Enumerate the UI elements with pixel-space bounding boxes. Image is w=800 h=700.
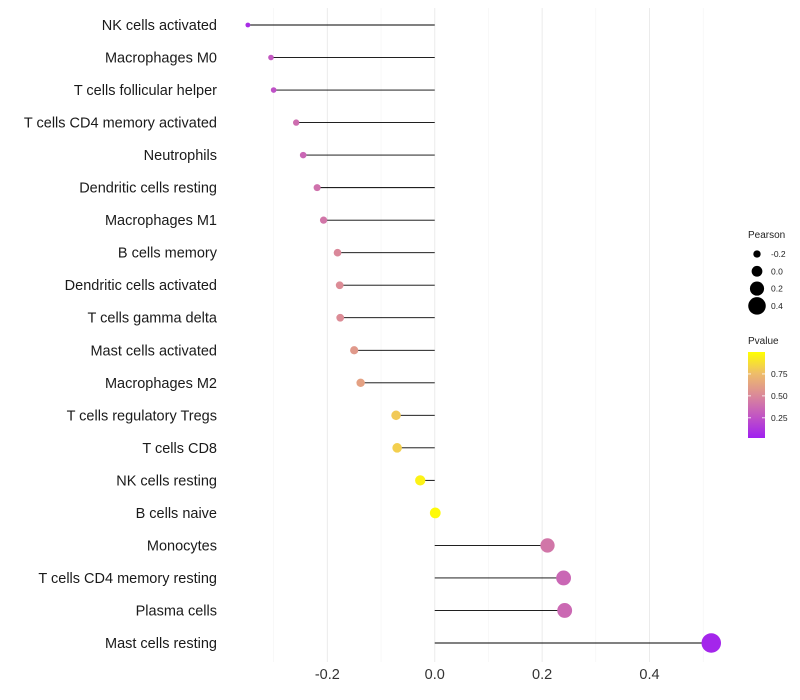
lollipop-point: [319, 216, 328, 224]
y-axis-label: T cells CD4 memory resting: [38, 571, 217, 587]
lollipop-point: [415, 475, 426, 486]
legend-size-label: 0.0: [771, 266, 783, 276]
colorbar-label: 0.75: [771, 369, 788, 379]
lollipop-point: [429, 507, 441, 519]
y-axis-label: Mast cells resting: [105, 636, 217, 652]
legend-size-dot: [753, 250, 761, 258]
y-axis-label: T cells follicular helper: [74, 83, 217, 99]
pvalue-legend-title: Pvalue: [748, 336, 779, 347]
lollipop-point: [293, 119, 300, 126]
y-axis-label: T cells regulatory Tregs: [67, 408, 217, 424]
legend-size-label: 0.4: [771, 301, 783, 311]
y-axis-label: Macrophages M0: [105, 51, 217, 67]
y-axis-label: Macrophages M2: [105, 376, 217, 392]
lollipop-point: [270, 87, 277, 93]
x-tick-label: -0.2: [315, 667, 340, 683]
lollipop-point: [350, 346, 359, 355]
y-axis-label: Dendritic cells activated: [65, 278, 217, 294]
y-axis-label: T cells CD8: [142, 441, 217, 457]
pearson-size-legend: Pearson -0.2 0.0 0.2 0.4: [748, 230, 786, 315]
y-axis-label: Macrophages M1: [105, 213, 217, 229]
y-axis-label: T cells gamma delta: [88, 311, 218, 327]
pearson-legend-title: Pearson: [748, 230, 785, 241]
lollipop-point: [392, 443, 402, 453]
y-axis-label: B cells naive: [136, 506, 217, 522]
y-axis-label: T cells CD4 memory activated: [24, 116, 217, 132]
y-axis-label: Neutrophils: [144, 148, 217, 164]
lollipop-point: [336, 313, 345, 322]
lollipop-segments: [247, 24, 712, 644]
lollipop-point: [313, 184, 321, 192]
y-axis-label: Mast cells activated: [90, 343, 217, 359]
lollipop-point: [333, 248, 342, 257]
legend-size-dot: [749, 281, 765, 296]
x-tick-label: 0.2: [532, 667, 552, 683]
legend-size-dot: [751, 265, 763, 277]
y-axis-labels: NK cells activated Macrophages M0 T cells …: [24, 18, 218, 652]
grid-lines: [273, 8, 704, 662]
x-tick-label: 0.4: [639, 667, 659, 683]
y-axis-label: Dendritic cells resting: [79, 181, 217, 197]
legend-size-label: 0.2: [771, 284, 783, 294]
colorbar-label: 0.25: [771, 413, 788, 423]
legend-size-dot: [748, 297, 766, 315]
colorbar-label: 0.50: [771, 391, 788, 401]
pvalue-colorbar: [748, 352, 765, 438]
lollipop-points: [245, 22, 722, 653]
lollipop-point: [540, 538, 555, 553]
lollipop-point: [356, 378, 365, 387]
x-axis-tick-labels: -0.2 0.0 0.2 0.4: [315, 667, 660, 683]
lollipop-point: [391, 410, 401, 421]
lollipop-point: [268, 54, 274, 61]
x-tick-label: 0.0: [425, 667, 445, 683]
pvalue-color-legend: Pvalue 0.25 0.50 0.75: [748, 336, 788, 438]
lollipop-point: [557, 603, 573, 618]
legend-size-label: -0.2: [771, 249, 786, 259]
y-axis-label: B cells memory: [118, 246, 218, 262]
lollipop-point: [556, 570, 572, 586]
y-axis-label: NK cells resting: [116, 473, 217, 489]
y-axis-label: Plasma cells: [136, 603, 217, 619]
y-axis-label: NK cells activated: [102, 18, 217, 34]
lollipop-point: [701, 633, 722, 653]
lollipop-point: [299, 151, 307, 159]
lollipop-point: [335, 281, 344, 290]
y-axis-label: Monocytes: [147, 538, 217, 554]
lollipop-point: [245, 22, 251, 28]
